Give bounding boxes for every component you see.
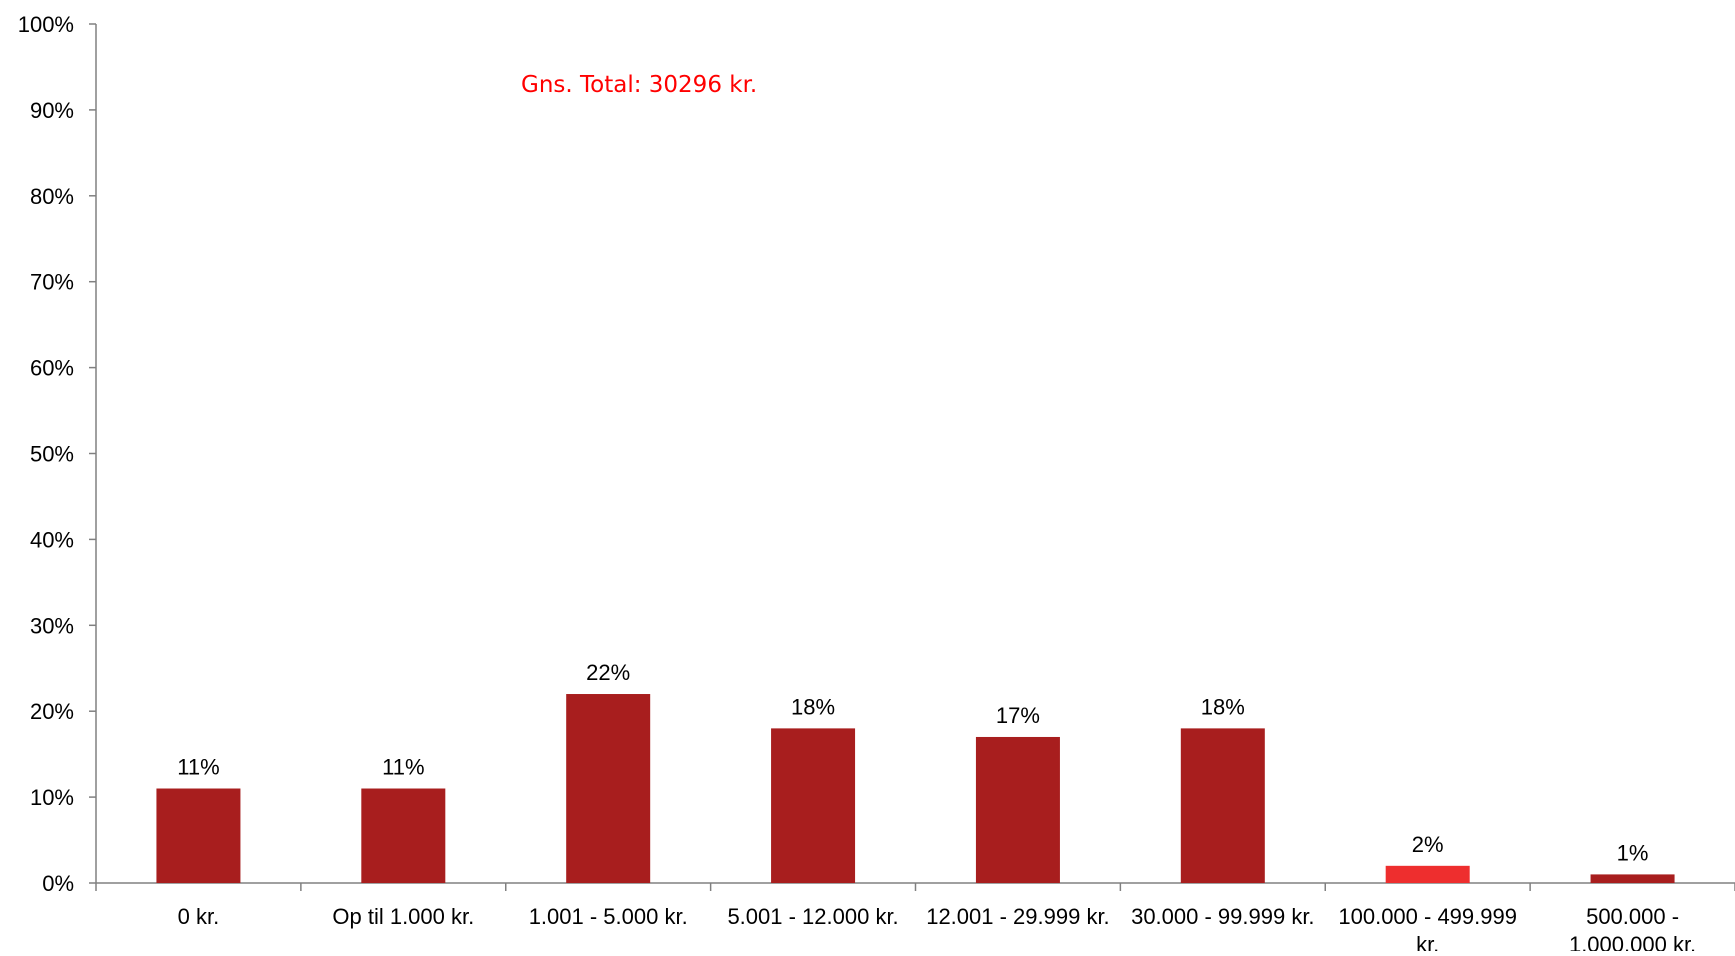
bar: [771, 728, 856, 883]
data-label: 17%: [996, 703, 1040, 728]
y-tick-label: 30%: [30, 613, 74, 638]
data-label: 1%: [1617, 840, 1649, 865]
category-label: 1.001 - 5.000 kr.: [529, 904, 688, 929]
y-tick-label: 50%: [30, 442, 74, 467]
average-total-annotation: Gns. Total: 30296 kr.: [521, 72, 758, 98]
data-label: 11%: [177, 755, 219, 780]
category-label: 12.001 - 29.999 kr.: [926, 904, 1109, 929]
bar: [156, 788, 241, 883]
category-label: 30.000 - 99.999 kr.: [1131, 904, 1314, 929]
category-label: 5.001 - 12.000 kr.: [727, 904, 898, 929]
bar: [1385, 865, 1470, 883]
y-tick-label: 90%: [30, 98, 74, 123]
data-label: 22%: [586, 660, 630, 685]
y-tick-label: 70%: [30, 270, 74, 295]
data-label: 18%: [1201, 694, 1245, 719]
y-tick-label: 40%: [30, 527, 74, 552]
bar: [361, 788, 446, 883]
bar: [975, 736, 1060, 883]
bar: [566, 694, 651, 883]
category-label: Op til 1.000 kr.: [332, 904, 474, 929]
data-label: 11%: [382, 755, 424, 780]
category-label: 100.000 - 499.999: [1338, 904, 1517, 929]
bar: [1590, 874, 1675, 883]
y-tick-label: 0%: [42, 871, 74, 896]
category-label: 500.000 -: [1586, 904, 1679, 929]
y-tick-label: 60%: [30, 356, 74, 381]
category-label: kr.: [1416, 932, 1439, 951]
data-label: 18%: [791, 694, 835, 719]
category-label: 0 kr.: [178, 904, 220, 929]
data-label: 2%: [1412, 832, 1444, 857]
y-tick-label: 80%: [30, 184, 74, 209]
y-tick-label: 100%: [18, 12, 74, 37]
y-tick-label: 20%: [30, 699, 74, 724]
y-tick-label: 10%: [30, 785, 74, 810]
category-label: 1.000.000 kr.: [1569, 932, 1696, 951]
bar: [1180, 728, 1265, 883]
